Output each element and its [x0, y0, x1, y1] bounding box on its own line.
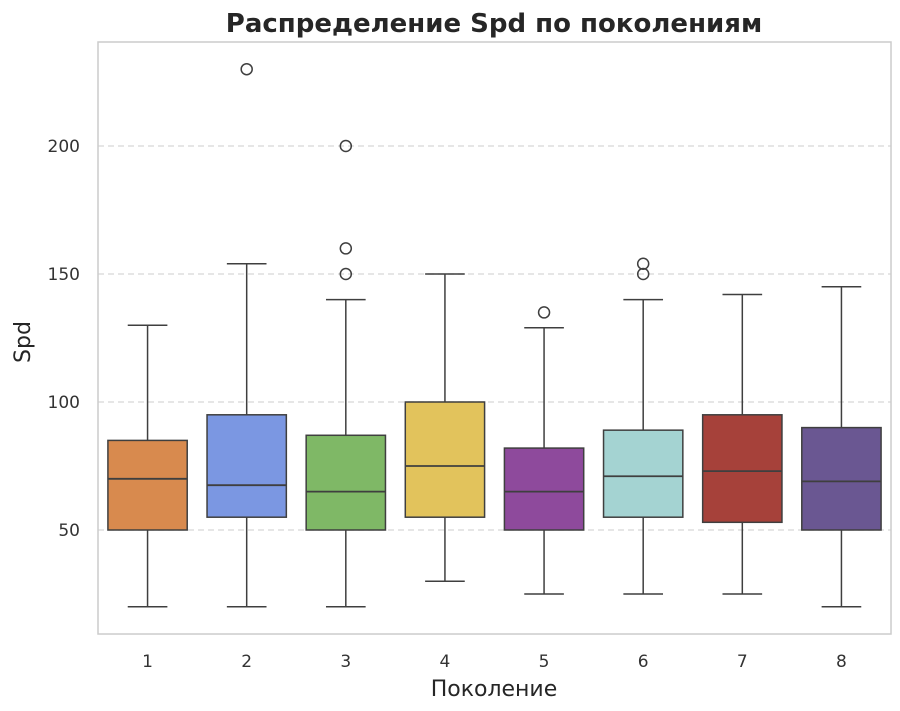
iqr-box: [801, 426, 882, 531]
plot-frame: [97, 41, 892, 635]
x-tick-4: 4: [440, 652, 451, 672]
x-tick-3: 3: [340, 652, 351, 672]
iqr-box: [404, 401, 486, 518]
outlier-point: [339, 139, 353, 153]
iqr-box: [701, 414, 783, 524]
y-tick-150: 150: [48, 265, 80, 285]
boxes: [107, 62, 882, 608]
box-1: [107, 324, 188, 608]
x-tick-1: 1: [142, 652, 153, 672]
chart-title: Распределение Spd по поколениям: [226, 9, 762, 39]
iqr-box: [503, 447, 585, 531]
y-tick-labels: 50 100 150 200: [48, 137, 80, 541]
box-4: [404, 273, 486, 582]
box-8: [801, 286, 882, 608]
box-2: [206, 62, 288, 608]
outlier-point: [636, 267, 650, 281]
iqr-box: [206, 414, 288, 518]
outlier-point: [240, 62, 253, 76]
x-tick-6: 6: [638, 652, 649, 672]
x-axis-label: Поколение: [431, 677, 558, 702]
iqr-box: [107, 439, 188, 531]
x-tick-8: 8: [836, 652, 847, 672]
iqr-box: [305, 434, 387, 531]
x-tick-2: 2: [241, 652, 252, 672]
box-6: [602, 257, 684, 595]
x-tick-5: 5: [539, 652, 550, 672]
x-tick-7: 7: [737, 652, 748, 672]
box-5: [503, 306, 585, 595]
gridlines: [98, 145, 891, 531]
outlier-point: [636, 257, 650, 271]
outlier-point: [339, 267, 353, 281]
y-axis-label: Spd: [11, 321, 36, 363]
box-3: [305, 139, 387, 608]
outlier-point: [339, 242, 353, 255]
outlier-point: [537, 306, 551, 319]
y-tick-100: 100: [48, 393, 80, 413]
x-tick-labels: 1 2 3 4 5 6 7 8: [142, 652, 847, 672]
iqr-box: [602, 429, 684, 518]
y-tick-200: 200: [48, 137, 80, 157]
box-7: [701, 293, 783, 595]
y-tick-50: 50: [58, 521, 80, 541]
